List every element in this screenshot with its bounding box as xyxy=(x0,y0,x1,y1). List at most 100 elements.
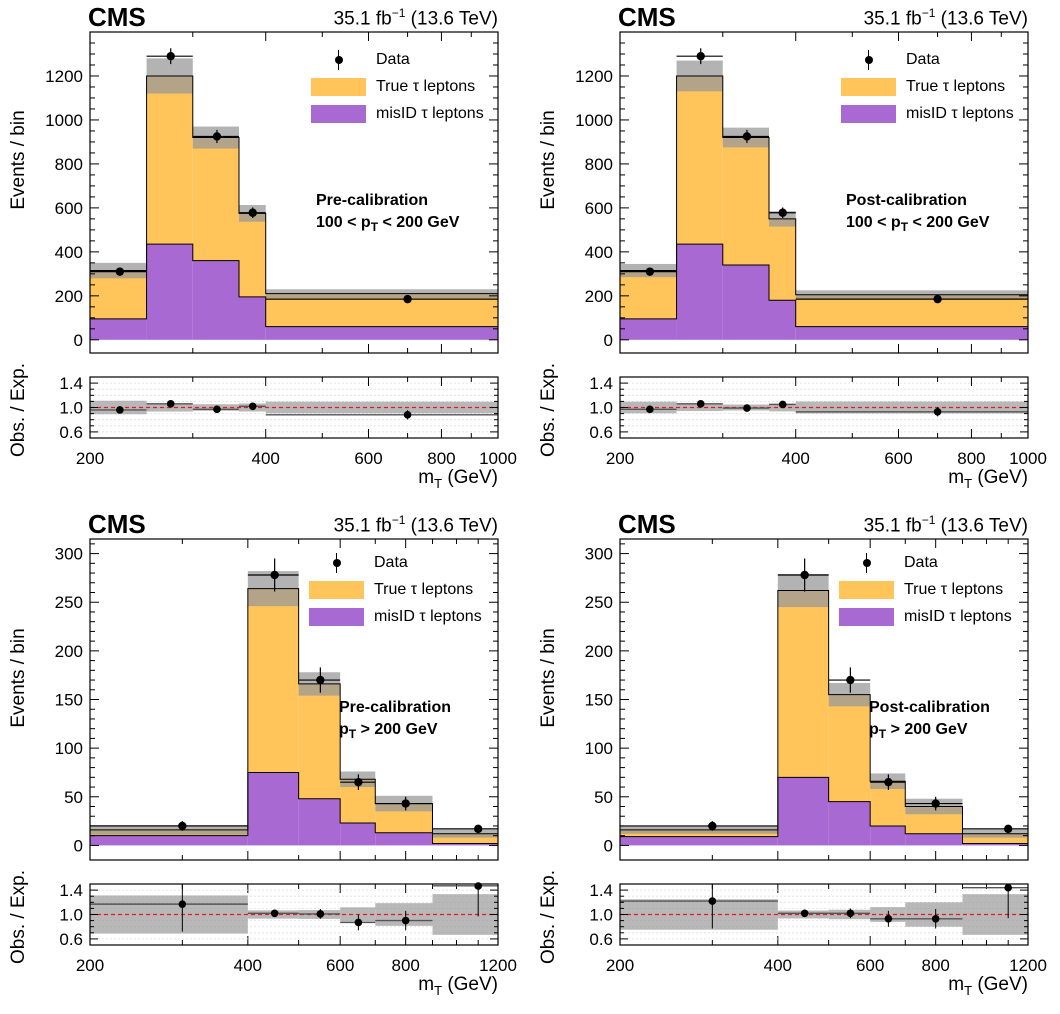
calibration-title: Pre-calibration xyxy=(339,699,452,716)
x-axis-label: mT (GeV) xyxy=(948,974,1028,998)
ratio-point xyxy=(708,897,717,905)
ratio-tick-label: 1.4 xyxy=(59,374,83,393)
ratio-tick-label: 1.0 xyxy=(59,906,83,925)
true-tau-bar xyxy=(298,683,341,799)
pt-range-start: 100 < p xyxy=(316,214,371,231)
x-tick-label: 800 xyxy=(427,449,455,468)
lumi-exponent: −1 xyxy=(391,513,406,527)
data-point xyxy=(645,267,655,276)
ratio-point xyxy=(931,914,940,923)
legend-label-misid: misID τ leptons xyxy=(906,104,1014,122)
misid-tau-bar xyxy=(432,843,498,846)
lumi-energy: (13.6 TeV) xyxy=(935,8,1028,30)
lumi-value: 35.1 fb xyxy=(333,8,392,30)
legend-item-data: Data xyxy=(309,549,482,576)
x-tick-label: 400 xyxy=(252,449,280,468)
ratio-point xyxy=(354,918,363,927)
chart-panel-3: 0 50 100 150 200 250 300 0.6 1.0 1.4 200 400 600 800 1… xyxy=(0,507,530,1014)
y-tick-label: 100 xyxy=(585,739,613,758)
ratio-y-axis-label: Obs. / Exp. xyxy=(538,870,559,964)
ratio-point xyxy=(646,405,654,414)
legend-label-misid: misID τ leptons xyxy=(376,104,484,122)
true-tau-bar xyxy=(620,270,677,319)
data-marker-icon xyxy=(309,552,364,573)
x-tick-label: 1200 xyxy=(479,956,517,975)
ratio-tick-label: 1.4 xyxy=(59,881,83,900)
x-tick-label: 1000 xyxy=(1009,449,1047,468)
data-point xyxy=(696,51,705,61)
calibration-title: Post-calibration xyxy=(846,192,967,209)
data-point xyxy=(178,821,187,831)
y-tick-label: 200 xyxy=(55,287,83,306)
xlabel-base: m xyxy=(418,467,435,488)
data-point xyxy=(800,570,809,580)
pt-range-label: 100 < pT < 200 GeV xyxy=(846,212,989,238)
xlabel-sub: T xyxy=(434,982,443,998)
ratio-tick-label: 1.4 xyxy=(589,374,613,393)
x-tick-label: 200 xyxy=(76,449,104,468)
ratio-point xyxy=(213,405,221,414)
x-tick-label: 200 xyxy=(606,449,634,468)
chart-panel-4: 0 50 100 150 200 250 300 0.6 1.0 1.4 200 400 600 800 1… xyxy=(530,507,1060,1014)
y-axis-label: Events / bin xyxy=(8,628,29,728)
pt-range-start: p xyxy=(869,721,879,738)
pt-range-label: 100 < pT < 200 GeV xyxy=(316,212,459,238)
ratio-point xyxy=(778,400,787,409)
legend-item-misid: misID τ leptons xyxy=(311,100,484,127)
misid-tau-bar xyxy=(795,326,1028,340)
misid-tau-bar xyxy=(192,260,240,340)
y-tick-label: 400 xyxy=(55,243,83,262)
ratio-tick-label: 0.6 xyxy=(59,423,83,442)
lumi-value: 35.1 fb xyxy=(863,515,922,537)
xlabel-unit: (GeV) xyxy=(972,467,1028,488)
lumi-value: 35.1 fb xyxy=(333,515,392,537)
legend: Data True τ leptons misID τ leptons xyxy=(309,549,482,630)
cms-label: CMS xyxy=(88,509,146,539)
true-tau-bar xyxy=(676,75,723,245)
ratio-tick-label: 0.6 xyxy=(589,930,613,949)
xlabel-sub: T xyxy=(964,982,973,998)
x-axis-label: mT (GeV) xyxy=(418,467,498,491)
x-tick-label: 800 xyxy=(921,956,949,975)
misid-tau-bar xyxy=(962,843,1028,846)
x-tick-label: 1000 xyxy=(479,449,517,468)
legend-item-misid: misID τ leptons xyxy=(841,100,1014,127)
ratio-uncertainty-band xyxy=(905,902,963,927)
legend-item-data: Data xyxy=(311,46,484,73)
lumi-exponent: −1 xyxy=(921,6,936,20)
x-tick-label: 800 xyxy=(391,956,419,975)
lumi-exponent: −1 xyxy=(921,513,936,527)
data-point xyxy=(403,294,412,304)
legend-label-data: Data xyxy=(374,553,408,571)
y-tick-label: 600 xyxy=(55,199,83,218)
y-tick-label: 150 xyxy=(585,691,613,710)
y-tick-label: 300 xyxy=(55,545,83,564)
x-tick-label: 600 xyxy=(326,956,354,975)
pt-range-end: < 200 GeV xyxy=(378,214,460,231)
legend-item-true: True τ leptons xyxy=(309,576,482,603)
misid-tau-swatch-icon xyxy=(841,104,896,123)
legend-label-misid: misID τ leptons xyxy=(904,607,1012,625)
misid-tau-bar xyxy=(676,244,723,340)
pt-subscript: T xyxy=(348,727,357,742)
pt-subscript: T xyxy=(878,727,887,742)
chart-panel-2: 0 200 400 600 800 1000 1200 0.6 1.0 1.4 200 400 600 8… xyxy=(530,0,1060,507)
x-tick-label: 1200 xyxy=(1009,956,1047,975)
lumi-energy: (13.6 TeV) xyxy=(935,515,1028,537)
y-tick-label: 250 xyxy=(55,593,83,612)
pt-range-label: pT > 200 GeV xyxy=(869,719,990,745)
calibration-title: Pre-calibration xyxy=(316,192,429,209)
ratio-point xyxy=(884,914,893,923)
legend-item-data: Data xyxy=(841,46,1014,73)
legend-label-misid: misID τ leptons xyxy=(374,607,482,625)
xlabel-unit: (GeV) xyxy=(972,974,1028,995)
legend: Data True τ leptons misID τ leptons xyxy=(841,46,1014,127)
pt-range-start: 100 < p xyxy=(846,214,901,231)
legend-item-misid: misID τ leptons xyxy=(309,603,482,630)
ratio-point xyxy=(743,404,751,412)
legend-item-true: True τ leptons xyxy=(841,73,1014,100)
misid-tau-bar xyxy=(340,823,376,846)
data-point xyxy=(846,675,855,685)
xlabel-base: m xyxy=(948,974,965,995)
x-tick-label: 400 xyxy=(234,956,262,975)
